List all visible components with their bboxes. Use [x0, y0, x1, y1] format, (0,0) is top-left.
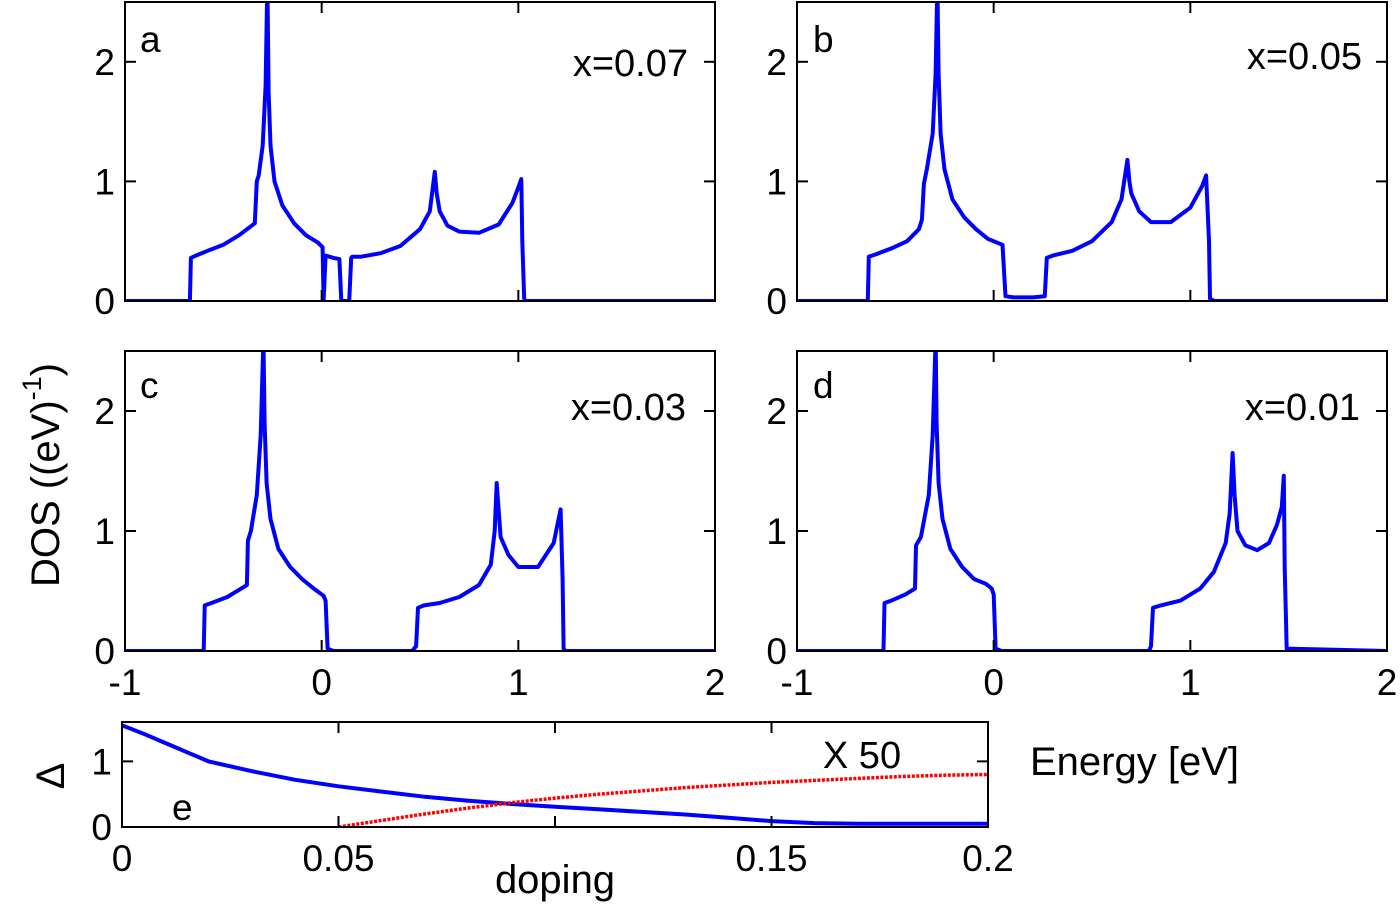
y-tick-label-a-0: 0 [94, 281, 115, 322]
series-line-c-0 [125, 351, 715, 651]
y-tick-label-b-0: 0 [766, 281, 787, 322]
y-tick-label-d-0: 0 [766, 631, 787, 672]
doping-annotation-d: x=0.01 [1245, 387, 1360, 429]
y-tick-label-c-0: 0 [94, 631, 115, 672]
y-axis-title: DOS ((eV)-1) [17, 363, 67, 587]
x-tick-label-d-1: 0 [983, 662, 1004, 703]
y-tick-label-c-2: 2 [94, 391, 115, 432]
panel-letter-b: b [813, 19, 834, 60]
panel-letter-c: c [140, 365, 159, 406]
y-tick-label-d-2: 2 [766, 391, 787, 432]
y-tick-label-a-1: 1 [94, 161, 115, 202]
x-tick-label-e-4: 0.2 [962, 838, 1013, 879]
doping-annotation-b: x=0.05 [1247, 36, 1362, 78]
x-tick-label-e-0: 0 [112, 838, 133, 879]
y-tick-label-a-2: 2 [94, 42, 115, 83]
x-tick-label-c-0: -1 [109, 662, 142, 703]
x-tick-label-d-0: -1 [781, 662, 814, 703]
x-tick-label-c-3: 2 [705, 662, 726, 703]
doping-annotation-a: x=0.07 [573, 43, 688, 85]
series-line-e-1 [338, 772, 988, 827]
series-line-b-0 [797, 2, 1387, 301]
y-tick-label-e-1: 1 [91, 741, 112, 782]
panel-e: 0 0.05 0.15 0.2 0 1 e X 50 doping Δ [29, 721, 1014, 902]
y-tick-label-b-1: 1 [766, 161, 787, 202]
plot-frame-a [124, 1, 716, 302]
x-tick-label-d-2: 1 [1180, 662, 1201, 703]
y-tick-label-e-0: 0 [91, 807, 112, 848]
plot-frame-b [796, 1, 1388, 302]
panel-letter-a: a [140, 19, 161, 60]
x-axis-title-energy: Energy [eV] [1030, 740, 1239, 784]
doping-annotation-c: x=0.03 [571, 387, 686, 429]
series-line-d-0 [797, 351, 1387, 651]
x-axis-title-doping: doping [495, 858, 615, 902]
panel-letter-d: d [813, 365, 834, 406]
y-tick-label-d-1: 1 [766, 511, 787, 552]
plot-frame-c [124, 350, 716, 652]
series-line-a-0 [125, 2, 715, 301]
x-tick-label-e-3: 0.15 [735, 838, 807, 879]
scale-annotation-e: X 50 [823, 735, 901, 777]
x-tick-label-c-2: 1 [508, 662, 529, 703]
x-tick-label-e-1: 0.05 [302, 838, 374, 879]
y-tick-label-b-2: 2 [766, 42, 787, 83]
panel-b: 0 1 2b x=0.05 [766, 1, 1388, 322]
x-tick-label-c-1: 0 [311, 662, 332, 703]
y-axis-title-delta: Δ [29, 763, 73, 790]
x-tick-label-d-3: 2 [1377, 662, 1398, 703]
y-tick-label-c-1: 1 [94, 511, 115, 552]
panel-a: 0 1 2a x=0.07 [94, 1, 716, 322]
panel-letter-e: e [172, 787, 193, 828]
plot-frame-d [796, 350, 1388, 652]
series-line-e-0 [122, 723, 988, 826]
